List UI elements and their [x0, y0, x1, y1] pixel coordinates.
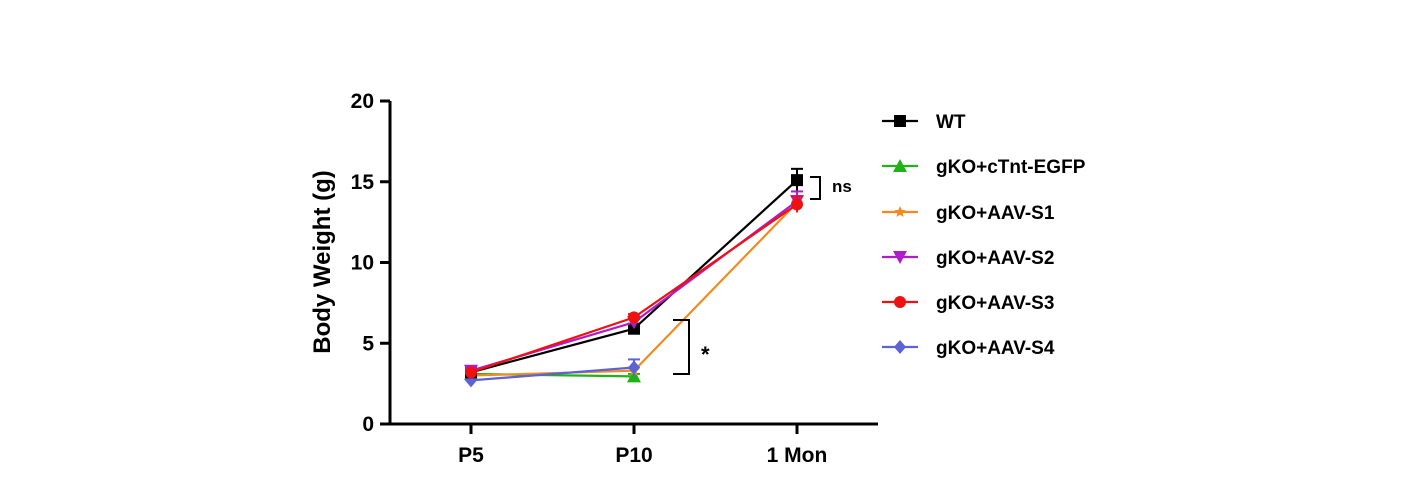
data-point — [628, 360, 640, 375]
x-tick-label: 1 Mon — [767, 444, 828, 467]
legend-label: gKO+AAV-S4 — [936, 338, 1055, 359]
legend-item: gKO+AAV-S3 — [882, 293, 1054, 314]
data-point — [465, 366, 477, 379]
data-point — [791, 198, 803, 211]
legend-marker — [894, 340, 906, 354]
series-layer — [464, 167, 804, 388]
legend-marker — [893, 251, 907, 264]
legend-item: gKO+AAV-S1 — [882, 203, 1055, 224]
legend-item: gKO+cTnt-EGFP — [882, 157, 1086, 178]
series-gKO+AAV-S1 — [465, 195, 803, 381]
y-tick-label: 20 — [351, 90, 374, 113]
data-point — [628, 311, 640, 324]
legend-label: gKO+AAV-S1 — [936, 203, 1055, 224]
legend-item: WT — [882, 112, 966, 133]
series-line — [470, 200, 798, 372]
significance-label: * — [701, 342, 710, 367]
significance-label: ns — [832, 177, 852, 196]
series-line — [470, 203, 798, 374]
bracket-line — [673, 319, 690, 375]
legend-label: gKO+AAV-S3 — [936, 293, 1054, 314]
legend-label: gKO+AAV-S2 — [936, 248, 1054, 269]
legend-label: gKO+cTnt-EGFP — [936, 157, 1086, 178]
y-tick-label: 10 — [351, 252, 374, 275]
legend-label: WT — [936, 112, 966, 133]
legend-item: gKO+AAV-S4 — [882, 338, 1055, 359]
y-tick-label: 0 — [362, 413, 374, 436]
y-tick-label: 5 — [362, 332, 374, 355]
series-line — [470, 179, 798, 374]
legend-item: gKO+AAV-S2 — [882, 248, 1054, 269]
x-tick-label: P5 — [458, 444, 484, 467]
legend: WT gKO+cTnt-EGFP gKO+AAV-S1 gKO+AAV-S2 gKO+A… — [882, 112, 1086, 359]
data-point — [791, 174, 803, 187]
legend-marker — [894, 206, 906, 217]
axes: 0 5 10 15 20 P5 P10 1 Mon Body Weight (g) — [309, 90, 878, 467]
series-line — [470, 201, 798, 377]
legend-marker — [894, 296, 906, 308]
significance-bracket: ns — [810, 176, 852, 200]
x-tick-label: P10 — [615, 444, 652, 467]
series-gKO+AAV-S3 — [465, 195, 803, 379]
significance-bracket: * — [673, 319, 710, 375]
legend-marker — [894, 115, 906, 127]
series-WT — [465, 167, 803, 379]
series-line — [470, 366, 635, 382]
annotations: ns * — [673, 176, 852, 375]
data-point — [627, 369, 641, 383]
y-axis-label: Body Weight (g) — [309, 170, 336, 354]
bracket-line — [810, 176, 821, 200]
y-tick-label: 15 — [351, 171, 375, 194]
legend-marker — [893, 159, 907, 172]
